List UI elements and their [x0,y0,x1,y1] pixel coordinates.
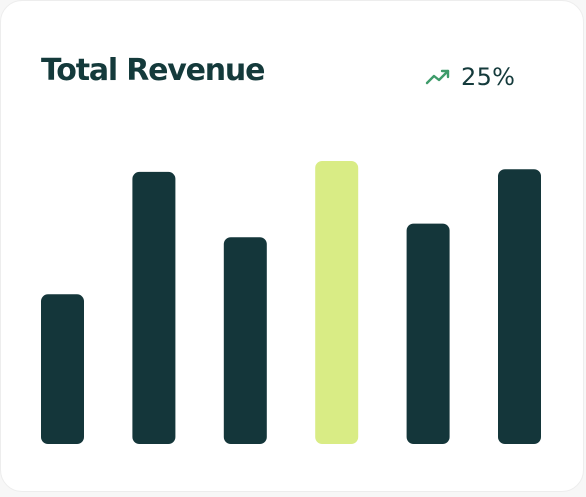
bar [406,223,450,444]
bar [41,294,84,444]
bar [132,171,176,444]
card-title: Total Revenue [41,53,265,88]
bar-highlighted [315,161,359,444]
trending-up-icon [425,69,450,85]
trend-value: 25% [461,63,516,91]
trend-indicator: 25% [425,61,515,93]
bar [498,169,541,444]
trend-line [425,69,450,85]
bar [223,237,267,444]
trend-arrowhead [440,69,450,79]
